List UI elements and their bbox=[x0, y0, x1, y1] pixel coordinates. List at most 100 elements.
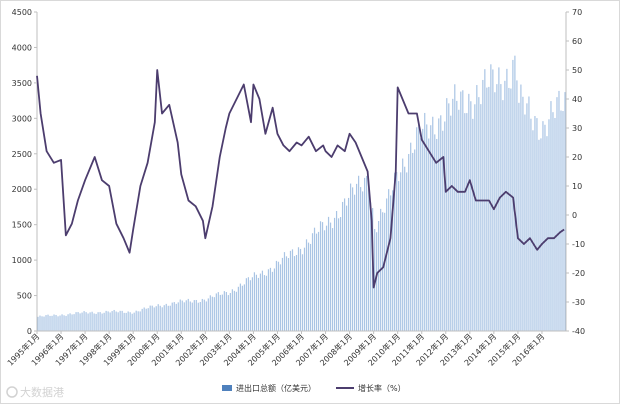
bar bbox=[67, 314, 69, 331]
bar bbox=[362, 191, 364, 331]
bar bbox=[438, 118, 440, 331]
bar bbox=[398, 181, 400, 331]
bar bbox=[129, 312, 131, 331]
bar bbox=[315, 233, 318, 331]
bar bbox=[93, 313, 95, 331]
bar bbox=[77, 312, 79, 331]
bar bbox=[81, 312, 83, 331]
bar bbox=[169, 305, 171, 331]
bar bbox=[209, 295, 211, 331]
bar bbox=[261, 270, 264, 331]
bar bbox=[149, 305, 151, 331]
bar bbox=[75, 312, 77, 331]
bar bbox=[430, 125, 432, 331]
bar bbox=[504, 80, 506, 331]
bar bbox=[291, 249, 294, 331]
legend-label-bar: 进出口总额（亿美元） bbox=[236, 383, 316, 393]
bar bbox=[189, 301, 191, 331]
y-right-tick-label: -10 bbox=[572, 240, 585, 249]
bar bbox=[349, 183, 352, 331]
y-right-tick-label: 70 bbox=[572, 8, 582, 17]
bar bbox=[524, 114, 526, 331]
bar bbox=[237, 286, 239, 331]
bar bbox=[275, 260, 278, 331]
bar bbox=[269, 267, 272, 331]
bar bbox=[59, 315, 61, 331]
bar bbox=[388, 189, 390, 331]
bar bbox=[538, 139, 540, 331]
bar bbox=[171, 302, 173, 331]
bar bbox=[161, 307, 163, 331]
bar bbox=[101, 313, 103, 331]
bar bbox=[356, 183, 358, 331]
bar bbox=[53, 314, 55, 331]
bar bbox=[444, 121, 446, 331]
bar bbox=[225, 292, 227, 331]
bar bbox=[239, 283, 241, 331]
y-left-tick-label: 3000 bbox=[12, 114, 32, 123]
bar bbox=[181, 300, 183, 331]
bar bbox=[227, 295, 229, 331]
bar bbox=[187, 298, 189, 331]
bar bbox=[273, 268, 276, 331]
bar bbox=[376, 232, 378, 331]
bar bbox=[335, 211, 338, 331]
bar bbox=[201, 298, 203, 331]
bar bbox=[217, 292, 219, 331]
line-series-group bbox=[36, 69, 565, 289]
bar bbox=[392, 190, 394, 331]
bar bbox=[145, 308, 147, 331]
bar bbox=[327, 216, 330, 331]
bar bbox=[193, 300, 195, 331]
bar bbox=[508, 87, 510, 332]
bar bbox=[506, 68, 508, 332]
bar bbox=[251, 277, 254, 331]
bar bbox=[49, 315, 51, 331]
bar bbox=[309, 243, 312, 331]
bar bbox=[131, 313, 133, 331]
bar bbox=[329, 222, 332, 331]
bar bbox=[464, 113, 466, 332]
bar bbox=[552, 112, 554, 331]
y-left-tick-label: 4500 bbox=[12, 8, 32, 17]
bar bbox=[532, 130, 534, 331]
bar bbox=[159, 305, 161, 331]
y-right-tick-label: 0 bbox=[572, 211, 577, 220]
bar bbox=[434, 134, 436, 331]
bar bbox=[364, 177, 366, 331]
legend-swatch-bar bbox=[222, 385, 232, 391]
bar bbox=[337, 218, 340, 331]
bar bbox=[460, 91, 462, 331]
bar bbox=[400, 172, 402, 331]
bar bbox=[235, 291, 237, 331]
bar bbox=[115, 311, 117, 331]
y-left-tick-label: 3500 bbox=[12, 79, 32, 88]
bar bbox=[396, 172, 398, 331]
bar bbox=[410, 142, 412, 331]
bar bbox=[207, 298, 209, 331]
bar bbox=[39, 315, 41, 331]
bar bbox=[408, 154, 410, 331]
bar bbox=[440, 115, 442, 331]
y-right-tick-label: 10 bbox=[572, 182, 582, 191]
bar bbox=[476, 85, 478, 331]
bar bbox=[297, 247, 300, 331]
bar bbox=[51, 315, 53, 331]
bar bbox=[303, 247, 306, 331]
bar bbox=[333, 217, 336, 331]
bar bbox=[494, 92, 496, 332]
y-left-tick-label: 2000 bbox=[12, 185, 32, 194]
bar bbox=[65, 315, 67, 331]
bar bbox=[514, 55, 516, 332]
bar bbox=[179, 299, 181, 331]
bar bbox=[490, 64, 492, 332]
bar bbox=[412, 152, 414, 331]
y-left-tick-label: 2500 bbox=[12, 150, 32, 159]
bar bbox=[343, 198, 346, 331]
bar bbox=[119, 310, 121, 331]
bar bbox=[512, 59, 514, 332]
bar bbox=[450, 115, 452, 332]
bar bbox=[95, 313, 97, 331]
bar bbox=[368, 188, 370, 331]
bar bbox=[47, 314, 49, 331]
